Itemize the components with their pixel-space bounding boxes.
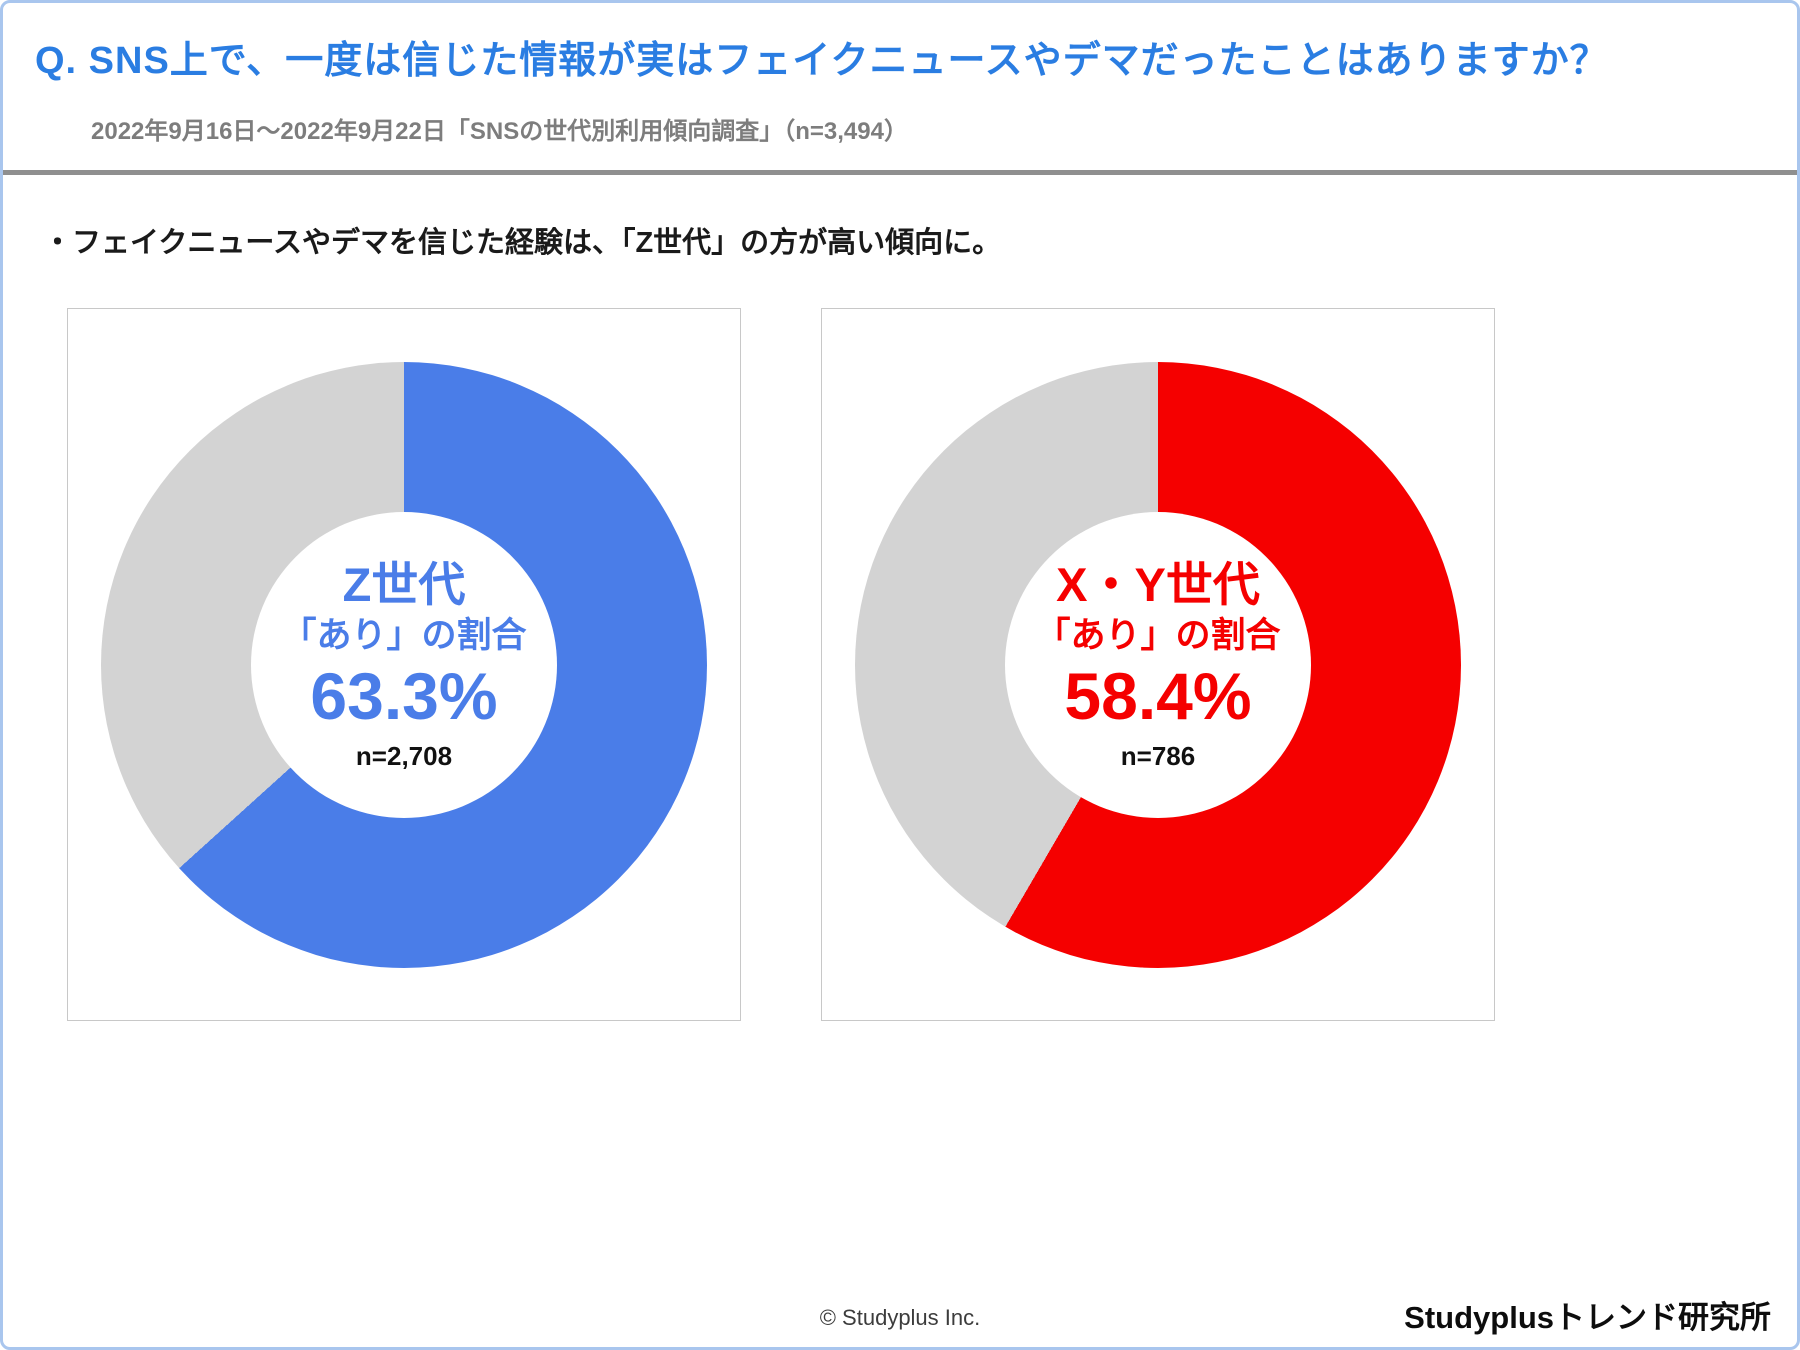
donut-center-label: 「あり」の割合 (281, 615, 527, 655)
donut-center: X・Y世代 「あり」の割合 58.4% n=786 (1005, 511, 1311, 818)
chart-box-xy-generation: X・Y世代 「あり」の割合 58.4% n=786 (821, 308, 1495, 1021)
donut-chart-xy-generation: X・Y世代 「あり」の割合 58.4% n=786 (855, 361, 1461, 968)
footer-copyright: © Studyplus Inc. (819, 1305, 981, 1330)
donut-value: 63.3% (310, 659, 498, 734)
footer-brand-logo: Studyplusトレンド研究所 (1404, 1300, 1771, 1335)
divider (3, 169, 1797, 175)
donut-center: Z世代 「あり」の割合 63.3% n=2,708 (251, 511, 557, 818)
header: Q. SNS上で、一度は信じた情報が実はフェイクニュースやデマだったことはありま… (3, 3, 1797, 146)
donut-center-label: 「あり」の割合 (1035, 615, 1281, 655)
chart-box-z-generation: Z世代 「あり」の割合 63.3% n=2,708 (67, 308, 741, 1021)
donut-sample-size: n=2,708 (355, 740, 453, 771)
donut-title: X・Y世代 (1056, 558, 1260, 612)
insight-text: ・フェイクニュースやデマを信じた経験は、「Z世代」の方が高い傾向に。 (43, 226, 1002, 259)
donut-value: 58.4% (1064, 659, 1252, 734)
donut-chart-z-generation: Z世代 「あり」の割合 63.3% n=2,708 (101, 361, 707, 968)
charts-row: Z世代 「あり」の割合 63.3% n=2,708 X・Y世代 「あり」の割合 … (67, 308, 1495, 1021)
question-title: Q. SNS上で、一度は信じた情報が実はフェイクニュースやデマだったことはありま… (35, 40, 1609, 82)
donut-sample-size: n=786 (1120, 740, 1196, 771)
donut-title: Z世代 (342, 558, 466, 612)
survey-subtitle: 2022年9月16日～2022年9月22日「SNSの世代別利用傾向調査」（n=3… (91, 117, 908, 145)
